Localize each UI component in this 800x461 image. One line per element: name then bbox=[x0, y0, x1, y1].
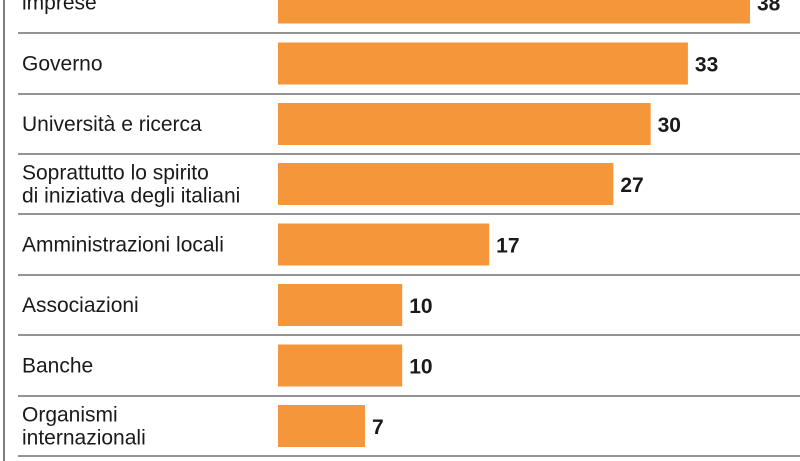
value-label-6: 10 bbox=[409, 295, 432, 318]
value-label-1: 38 bbox=[757, 0, 781, 16]
category-label-7: Banche bbox=[22, 355, 93, 378]
category-label-5: Amministrazioni locali bbox=[22, 234, 224, 257]
bar-8 bbox=[278, 405, 365, 447]
value-label-3: 30 bbox=[658, 114, 681, 137]
category-label-1: imprese bbox=[22, 0, 97, 15]
bar-5 bbox=[278, 223, 490, 266]
value-label-4: 27 bbox=[620, 174, 643, 197]
category-label-8: Organismi internazionali bbox=[22, 404, 146, 450]
value-label-7: 10 bbox=[409, 356, 432, 379]
value-label-8: 7 bbox=[372, 416, 384, 439]
bar-7 bbox=[278, 344, 403, 387]
bar-1 bbox=[278, 0, 750, 24]
bar-2 bbox=[278, 42, 688, 85]
category-label-4: Soprattutto lo spirito di iniziativa degl… bbox=[22, 162, 240, 208]
value-label-2: 33 bbox=[695, 54, 718, 77]
category-label-6: Associazioni bbox=[22, 294, 139, 317]
bar-4 bbox=[278, 163, 614, 205]
bar-3 bbox=[278, 103, 651, 145]
bar-6 bbox=[278, 284, 403, 326]
value-label-5: 17 bbox=[496, 235, 519, 258]
category-label-3: Università e ricerca bbox=[22, 113, 202, 136]
category-label-2: Governo bbox=[22, 53, 103, 76]
